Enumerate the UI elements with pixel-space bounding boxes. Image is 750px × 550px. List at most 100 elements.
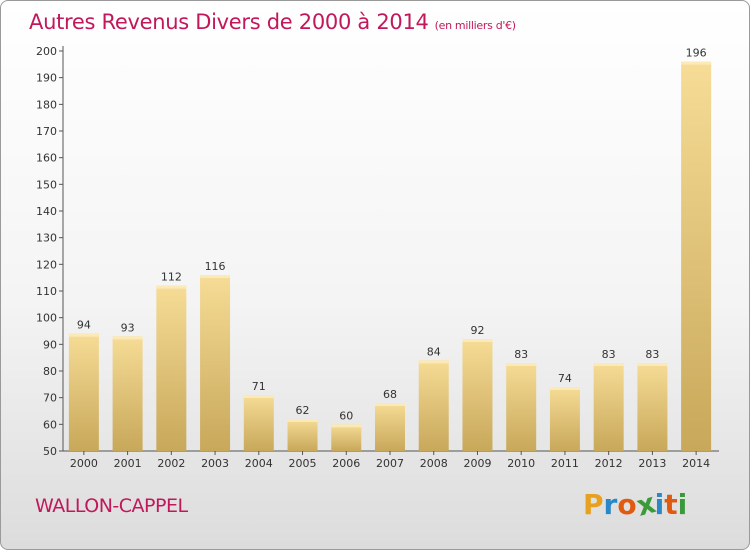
proxiti-logo: Proxiti bbox=[583, 486, 688, 523]
bar bbox=[68, 333, 99, 451]
logo-letter: o bbox=[617, 488, 637, 521]
x-tick-label: 2004 bbox=[245, 457, 273, 470]
bar-group: 116 bbox=[200, 260, 231, 451]
y-tick-label: 140 bbox=[36, 205, 57, 218]
x-tick-label: 2008 bbox=[420, 457, 448, 470]
bar-value-label: 68 bbox=[383, 388, 397, 401]
chart-unit: (en milliers d'€) bbox=[434, 19, 516, 32]
x-tick-label: 2007 bbox=[376, 457, 404, 470]
y-tick-label: 170 bbox=[36, 125, 57, 138]
bar-top bbox=[68, 333, 99, 337]
y-tick-label: 180 bbox=[36, 98, 57, 111]
bar bbox=[418, 360, 449, 451]
bar bbox=[506, 363, 537, 451]
bar-value-label: 196 bbox=[686, 47, 707, 60]
bar-group: 196 bbox=[681, 47, 712, 452]
bar-value-label: 116 bbox=[205, 260, 226, 273]
bar-value-label: 71 bbox=[252, 380, 266, 393]
bar-group: 83 bbox=[637, 348, 668, 451]
bar bbox=[637, 363, 668, 451]
bar-group: 71 bbox=[243, 380, 274, 451]
bar-top bbox=[681, 61, 712, 65]
logo-letter: i bbox=[654, 488, 665, 521]
bar-top bbox=[462, 339, 493, 342]
bar bbox=[681, 61, 712, 452]
bar-group: 94 bbox=[68, 319, 99, 451]
bar bbox=[287, 419, 318, 451]
bar-top bbox=[200, 275, 231, 278]
y-tick-label: 50 bbox=[43, 445, 57, 458]
bar-top bbox=[375, 403, 405, 406]
chart-title-text: Autres Revenus Divers de 2000 à 2014 bbox=[29, 10, 429, 34]
bar-group: 60 bbox=[331, 409, 362, 451]
x-tick-label: 2009 bbox=[463, 457, 491, 470]
x-tick-label: 2014 bbox=[682, 457, 710, 470]
bar-top bbox=[112, 336, 143, 340]
bar-group: 62 bbox=[287, 404, 318, 451]
bar-top bbox=[243, 395, 274, 398]
bar bbox=[156, 285, 187, 451]
bar-group: 83 bbox=[506, 348, 537, 451]
bar-group: 84 bbox=[418, 345, 449, 451]
bar-top bbox=[637, 363, 668, 366]
x-tick-label: 2003 bbox=[201, 457, 229, 470]
bar-top bbox=[549, 387, 580, 390]
bar-value-label: 93 bbox=[121, 321, 135, 334]
bar-value-label: 74 bbox=[558, 372, 572, 385]
y-tick-label: 160 bbox=[36, 152, 57, 165]
bar-group: 74 bbox=[549, 372, 580, 451]
bar bbox=[112, 336, 143, 451]
bar-group: 93 bbox=[112, 321, 143, 451]
x-tick-label: 2001 bbox=[114, 457, 142, 470]
bar-group: 92 bbox=[462, 324, 493, 451]
bar-value-label: 84 bbox=[427, 345, 441, 358]
bar bbox=[375, 403, 405, 451]
y-tick-label: 130 bbox=[36, 232, 57, 245]
y-tick-label: 90 bbox=[43, 338, 57, 351]
bar bbox=[549, 387, 580, 451]
bar-group: 112 bbox=[156, 271, 187, 451]
x-tick-label: 2013 bbox=[638, 457, 666, 470]
bar-value-label: 83 bbox=[645, 348, 659, 361]
logo-letter: P bbox=[583, 488, 604, 521]
y-tick-label: 100 bbox=[36, 312, 57, 325]
x-axis: 2000 2001 2002 2003 2004 2005 2006 2007 2008 2009… bbox=[63, 450, 719, 470]
bar-value-label: 62 bbox=[296, 404, 310, 417]
x-tick-label: 2000 bbox=[70, 457, 98, 470]
bar-group: 68 bbox=[375, 388, 405, 451]
commune-name: WALLON-CAPPEL bbox=[35, 495, 188, 517]
y-tick-label: 80 bbox=[43, 365, 57, 378]
bar bbox=[593, 363, 624, 451]
bar bbox=[462, 339, 493, 451]
bar-value-label: 112 bbox=[161, 271, 182, 284]
bar bbox=[331, 424, 362, 451]
x-tick-label: 2010 bbox=[507, 457, 535, 470]
logo-letter: t bbox=[664, 488, 678, 521]
chart-title: Autres Revenus Divers de 2000 à 2014 (en … bbox=[29, 10, 516, 34]
y-tick-label: 190 bbox=[36, 72, 57, 85]
bar-value-label: 92 bbox=[470, 324, 484, 337]
bar-value-label: 60 bbox=[339, 409, 353, 422]
y-tick-label: 200 bbox=[36, 45, 57, 58]
bar-top bbox=[418, 360, 449, 364]
x-tick-label: 2012 bbox=[595, 457, 623, 470]
bar-top bbox=[156, 285, 187, 289]
bar bbox=[243, 395, 274, 451]
y-tick-label: 60 bbox=[43, 418, 57, 431]
y-axis: 50 60 70 80 90 100 110 120 130 140 150 160 170 180 190… bbox=[36, 45, 64, 458]
logo-letter: r bbox=[603, 488, 618, 521]
bar bbox=[200, 275, 231, 451]
bar-value-label: 94 bbox=[77, 319, 91, 332]
bar-top bbox=[593, 363, 624, 366]
logo-letter: i bbox=[677, 488, 688, 521]
bars: 94 93 112 116 71 62 60 68 84 92 83 74 83 83 196 bbox=[68, 47, 712, 452]
y-tick-label: 110 bbox=[36, 285, 57, 298]
y-tick-label: 120 bbox=[36, 258, 57, 271]
y-tick-label: 70 bbox=[43, 392, 57, 405]
bar-top bbox=[506, 363, 537, 366]
x-tick-label: 2011 bbox=[551, 457, 579, 470]
y-tick-label: 150 bbox=[36, 178, 57, 191]
bar-value-label: 83 bbox=[602, 348, 616, 361]
